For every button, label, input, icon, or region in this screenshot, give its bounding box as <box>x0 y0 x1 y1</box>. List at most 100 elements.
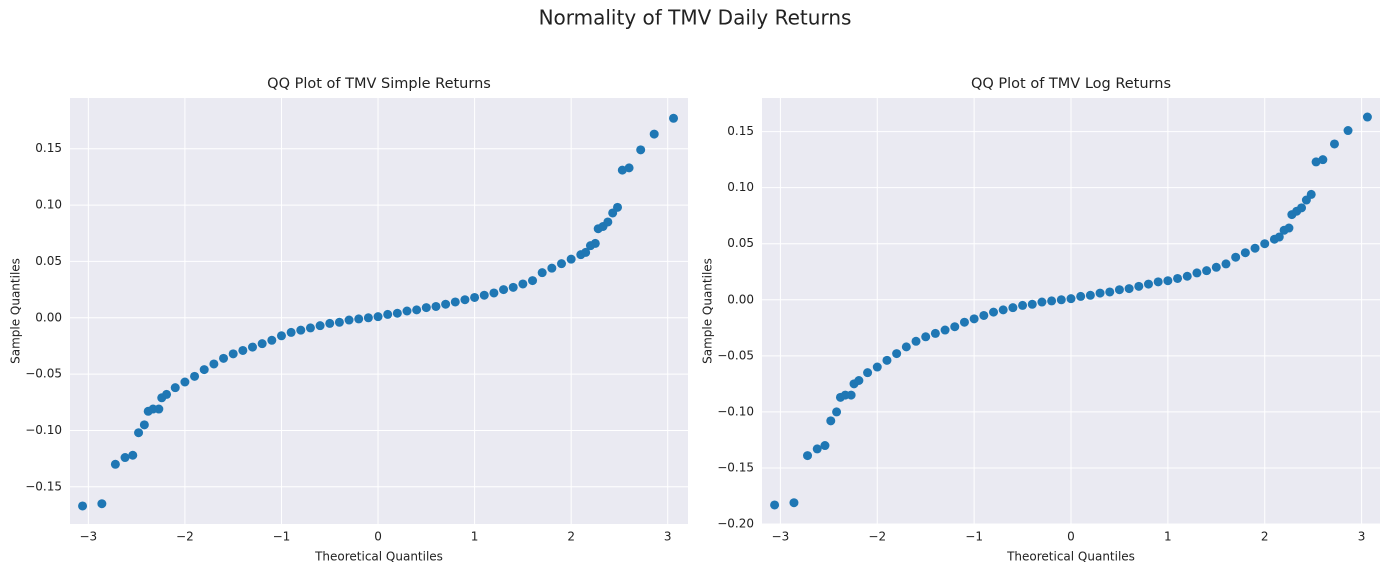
point <box>296 325 306 335</box>
point <box>499 285 509 295</box>
point <box>134 428 144 438</box>
point <box>812 444 822 454</box>
point <box>617 165 627 175</box>
point <box>826 416 836 426</box>
point <box>325 318 335 328</box>
point <box>518 279 528 289</box>
point <box>373 312 383 322</box>
point <box>1173 273 1183 283</box>
point <box>1362 112 1372 122</box>
point <box>820 441 830 451</box>
point <box>528 276 538 286</box>
point <box>1085 290 1095 300</box>
point <box>1134 281 1144 291</box>
y-tick-label: 0.15 <box>727 124 754 138</box>
point <box>537 268 547 278</box>
point <box>1095 288 1105 298</box>
point <box>460 295 470 305</box>
point <box>649 129 659 139</box>
x-tick-label: 3 <box>1358 530 1366 544</box>
y-tick-label: 0.10 <box>35 198 62 212</box>
x-tick-label: 1 <box>471 530 479 544</box>
point <box>1329 139 1339 149</box>
point <box>199 365 209 375</box>
y-tick-label: −0.10 <box>717 404 754 418</box>
point <box>1231 252 1241 262</box>
x-tick-label: −1 <box>965 530 983 544</box>
point <box>392 308 402 318</box>
point <box>267 335 277 345</box>
point <box>180 377 190 387</box>
point <box>1192 268 1202 278</box>
point <box>97 499 107 509</box>
point <box>1163 276 1173 286</box>
point <box>1076 291 1086 301</box>
point <box>1018 300 1028 310</box>
point <box>1182 271 1192 281</box>
point <box>479 290 489 300</box>
x-tick-label: −2 <box>868 530 886 544</box>
point <box>1056 295 1066 305</box>
point <box>286 327 296 337</box>
x-tick-label: −3 <box>79 530 97 544</box>
x-tick-label: −1 <box>273 530 291 544</box>
point <box>882 355 892 365</box>
point <box>1143 279 1153 289</box>
point <box>803 451 813 461</box>
point <box>1221 259 1231 269</box>
point <box>590 238 600 248</box>
point <box>911 336 921 346</box>
point <box>162 389 172 399</box>
point <box>154 404 164 414</box>
point <box>557 259 567 269</box>
point <box>139 420 149 430</box>
point <box>846 390 856 400</box>
x-tick-label: 2 <box>1261 530 1269 544</box>
point <box>1318 155 1328 165</box>
point <box>334 317 344 327</box>
y-tick-label: 0.05 <box>727 236 754 250</box>
point <box>1211 262 1221 272</box>
point <box>1260 239 1270 249</box>
point <box>940 325 950 335</box>
point <box>979 310 989 320</box>
point <box>441 299 451 309</box>
figure-title: Normality of TMV Daily Returns <box>539 6 852 30</box>
y-axis-label: Sample Quantiles <box>9 258 23 364</box>
y-tick-label: −0.20 <box>717 517 754 531</box>
y-tick-label: −0.05 <box>717 348 754 362</box>
y-tick-label: 0.05 <box>35 254 62 268</box>
point <box>276 331 286 341</box>
x-tick-label: −2 <box>176 530 194 544</box>
point <box>998 305 1008 315</box>
point <box>969 314 979 324</box>
point <box>110 459 120 469</box>
point <box>248 342 258 352</box>
y-tick-label: 0.15 <box>35 141 62 155</box>
point <box>770 500 780 510</box>
point <box>228 349 238 359</box>
point <box>901 342 911 352</box>
point <box>354 314 364 324</box>
point <box>863 368 873 378</box>
y-tick-label: 0.00 <box>35 310 62 324</box>
point <box>120 453 130 463</box>
point <box>450 297 460 307</box>
x-tick-label: 0 <box>1067 530 1075 544</box>
point <box>257 339 267 349</box>
y-tick-label: −0.15 <box>25 479 62 493</box>
point <box>344 315 354 325</box>
x-tick-label: 3 <box>664 530 672 544</box>
plot-area <box>70 98 688 524</box>
x-axis-label: Theoretical Quantiles <box>1006 550 1135 564</box>
point <box>1343 126 1353 136</box>
point <box>1153 277 1163 287</box>
point <box>363 313 373 323</box>
point <box>1008 303 1018 313</box>
x-tick-label: 1 <box>1164 530 1172 544</box>
x-axis-label: Theoretical Quantiles <box>314 550 443 564</box>
point <box>921 332 931 342</box>
y-axis-label: Sample Quantiles <box>701 258 715 364</box>
point <box>305 323 315 333</box>
